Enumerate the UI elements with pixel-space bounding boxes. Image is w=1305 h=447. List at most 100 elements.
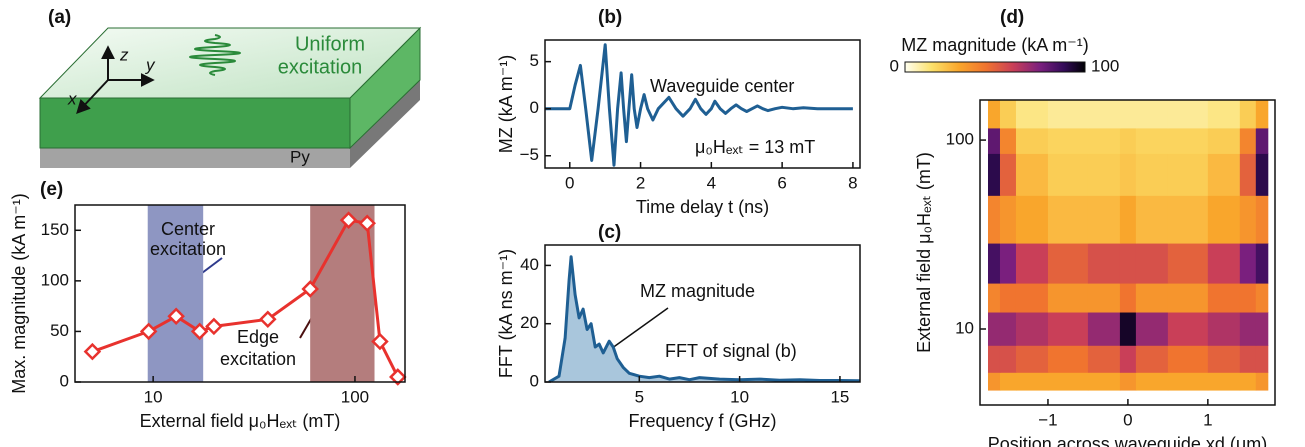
heat-cell	[1167, 283, 1209, 313]
heat-cell	[1015, 127, 1049, 154]
annotation: Edge	[237, 327, 279, 347]
heat-cell	[1239, 153, 1257, 196]
heat-cell	[1207, 345, 1241, 373]
y-tick-label: 100	[946, 130, 974, 149]
heat-cell	[1015, 195, 1049, 244]
film-front	[39, 97, 351, 149]
heat-cell	[1167, 243, 1209, 284]
x-tick-label: 0	[1123, 410, 1132, 429]
heat-cell	[1207, 243, 1241, 284]
heat-cell	[1255, 312, 1269, 346]
heat-cell	[1047, 283, 1089, 313]
colorbar	[904, 61, 1086, 73]
marker	[139, 322, 158, 341]
heat-cell	[1239, 312, 1257, 346]
marker	[389, 368, 407, 386]
heat-cell	[999, 312, 1017, 346]
y-tick-label: 150	[41, 220, 69, 239]
heat-cell	[1087, 372, 1121, 391]
area-fill	[549, 256, 860, 382]
heat-cell	[1119, 372, 1137, 391]
heat-cell	[1119, 283, 1137, 313]
heat-cell	[1239, 372, 1257, 391]
heat-cell	[1135, 243, 1169, 284]
x-tick-label: 10	[144, 387, 163, 406]
x-tick-label: 10	[730, 387, 749, 406]
annotation: MZ magnitude	[640, 281, 755, 301]
area-line	[548, 255, 860, 382]
heat-cell	[1207, 195, 1241, 244]
heat-cell	[1015, 345, 1049, 373]
y-axis-label: External field μ₀Hₑₓₜ (mT)	[914, 152, 934, 353]
heat-cell	[999, 345, 1017, 373]
heat-cell	[1167, 153, 1209, 196]
heat-cell	[1239, 345, 1257, 373]
heat-cell	[1047, 372, 1089, 391]
heat-cell	[999, 100, 1017, 129]
annotation: excitation	[150, 239, 226, 259]
axes-frame	[544, 244, 861, 383]
heat-cell	[1167, 312, 1209, 346]
heat-cell	[1255, 100, 1269, 129]
heat-cell	[1015, 312, 1049, 346]
axis-name: x	[67, 89, 77, 108]
heat-cell	[1255, 127, 1269, 154]
heat-cell	[1119, 153, 1137, 196]
marker	[358, 214, 376, 232]
heat-cell	[999, 372, 1017, 391]
colorbar-tick-label: 100	[1091, 56, 1119, 75]
substrate-front	[40, 148, 350, 168]
heat-cell	[1087, 153, 1121, 196]
y-tick-label: 20	[520, 313, 539, 332]
axes-frame	[544, 39, 861, 169]
heat-cell	[1087, 312, 1121, 346]
heat-cell	[1255, 372, 1269, 391]
heat-cell	[1015, 153, 1049, 196]
heat-cell	[1135, 372, 1169, 391]
heat-cell	[1255, 283, 1269, 313]
x-tick-label: 100	[341, 387, 369, 406]
heat-cell	[987, 100, 1001, 129]
axis-name: z	[119, 45, 129, 64]
y-tick-label: 50	[50, 321, 69, 340]
x-tick-label: 6	[777, 173, 786, 192]
heat-cell	[1135, 283, 1169, 313]
panel-label: (e)	[40, 179, 63, 200]
heat-cell	[1087, 283, 1121, 313]
marker	[371, 332, 389, 351]
material-label: Py	[290, 147, 310, 166]
band	[147, 205, 204, 382]
x-tick-label: 8	[848, 173, 857, 192]
heat-cell	[1167, 127, 1209, 154]
heat-cell	[1135, 312, 1169, 346]
heat-cell	[1087, 345, 1121, 373]
heat-cell	[1015, 100, 1049, 129]
marker	[259, 310, 277, 329]
heat-cell	[1119, 195, 1137, 244]
heat-cell	[1167, 100, 1209, 129]
heat-cell	[1167, 195, 1209, 244]
heat-cell	[1047, 153, 1089, 196]
x-axis-label: External field μ₀Hₑₓₜ (mT)	[140, 411, 341, 431]
heat-cell	[1239, 195, 1257, 244]
plot-area	[545, 43, 853, 167]
heat-cell	[1119, 127, 1137, 154]
heat-cell	[1239, 283, 1257, 313]
annotation: μ₀Hₑₓₜ = 13 mT	[695, 137, 815, 157]
x-tick-label: 2	[636, 173, 645, 192]
schematic: (a) z y x Uniform excitation Py	[38, 7, 422, 168]
heat-cell	[1255, 195, 1269, 244]
annotation: excitation	[220, 349, 296, 369]
plot-area	[987, 100, 1269, 391]
heat-cell	[987, 153, 1001, 196]
heat-cell	[1239, 100, 1257, 129]
x-axis-label: Frequency f (GHz)	[628, 411, 776, 431]
heat-cell	[1207, 372, 1241, 391]
heat-cell	[999, 127, 1017, 154]
heat-cell	[1087, 127, 1121, 154]
x-axis-label: Position across waveguide xd (μm)	[988, 434, 1267, 447]
heat-cell	[1135, 153, 1169, 196]
heat-cell	[1119, 345, 1137, 373]
heat-cell	[1239, 127, 1257, 154]
